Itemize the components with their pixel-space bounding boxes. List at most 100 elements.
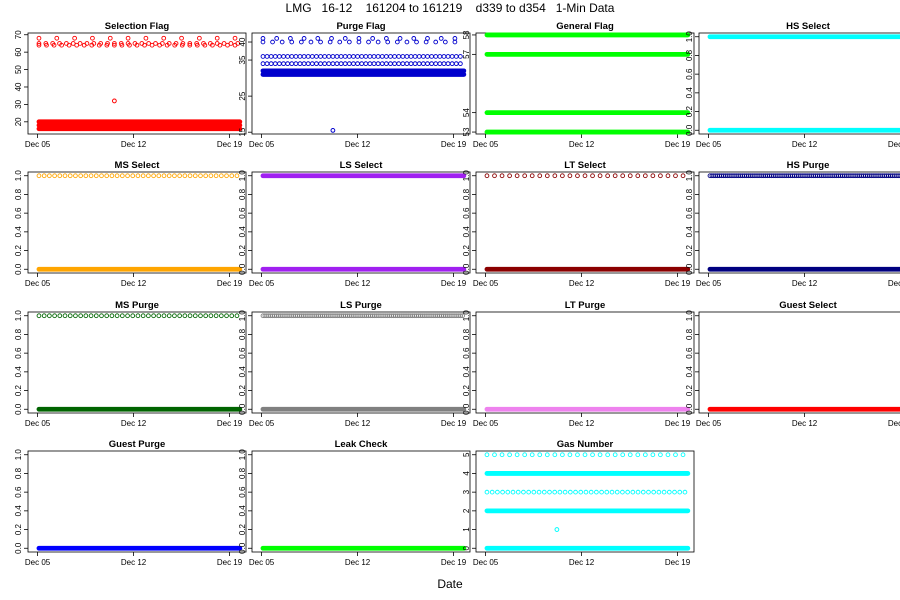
data-point: [537, 452, 543, 458]
data-point: [270, 39, 275, 45]
data-point: [130, 313, 136, 319]
data-point: [146, 173, 151, 179]
data-point: [408, 61, 414, 67]
panel-ls-select: LS Select Dec 05 Dec 12 Dec 19 0.0 0.2 0.4 0.6 0…: [238, 160, 471, 288]
data-point: [560, 173, 565, 179]
data-point: [182, 313, 188, 319]
data-point: [330, 61, 336, 67]
data-point: [299, 39, 304, 45]
data-point: [36, 41, 42, 46]
y-tick-label: 0.4: [238, 366, 247, 378]
panel-title: Gas Number: [557, 439, 614, 450]
data-point: [329, 36, 334, 41]
data-point: [458, 61, 463, 67]
data-point: [229, 313, 235, 319]
panel-guest-select: Guest Select Dec 05 Dec 12 Dec 19 0.0 0.2 0.4 0…: [685, 300, 900, 428]
data-point: [109, 173, 115, 179]
data-point: [83, 173, 89, 179]
points-gas-number: [484, 452, 691, 551]
x-tick-label: Dec 05: [249, 558, 275, 567]
data-point: [437, 61, 443, 67]
plot-frame: [27, 32, 247, 135]
data-point: [531, 489, 537, 495]
data-point: [400, 54, 406, 59]
data-point: [635, 452, 641, 458]
data-point: [367, 54, 373, 59]
y-tick-label: 1.0: [14, 310, 23, 322]
data-point: [438, 36, 444, 41]
data-point: [314, 54, 319, 59]
y-tick-label: 0.0: [238, 263, 247, 275]
data-point: [64, 41, 69, 46]
data-point: [88, 313, 94, 319]
data-point: [363, 54, 369, 59]
data-point: [146, 41, 152, 46]
data-point: [334, 54, 340, 59]
data-point: [557, 489, 563, 495]
points-purge-flag: [260, 36, 467, 133]
y-tick-label: 0.2: [685, 105, 694, 117]
y-tick-label: 2: [462, 508, 471, 513]
data-point: [93, 173, 99, 179]
points-lt-select: [484, 173, 691, 272]
data-point: [62, 313, 68, 319]
data-point: [125, 35, 131, 41]
plot-frame: [27, 311, 247, 414]
data-point: [104, 313, 110, 319]
data-point: [578, 489, 584, 495]
data-point: [521, 489, 526, 495]
data-point: [119, 313, 125, 319]
x-tick-label: Dec 12: [345, 140, 371, 149]
data-point: [599, 489, 604, 495]
data-point-outlier: [554, 527, 560, 532]
data-point: [289, 54, 295, 59]
data-point: [36, 313, 42, 319]
data-point: [529, 173, 535, 179]
y-tick-label: 0.6: [685, 207, 694, 219]
panel-title: MS Purge: [115, 300, 159, 311]
y-tick-label: 0.2: [685, 384, 694, 396]
data-point: [143, 35, 149, 41]
data-point: [630, 489, 636, 495]
y-tick-label: 0.4: [14, 226, 23, 238]
data-point: [575, 173, 580, 179]
data-point: [260, 54, 266, 59]
data-point: [363, 61, 369, 67]
data-point: [355, 61, 360, 67]
data-point: [208, 41, 213, 46]
data-point: [449, 54, 455, 59]
points-ms-select: [36, 173, 243, 272]
data-point: [218, 313, 224, 319]
y-tick-label: 0.8: [238, 467, 247, 479]
data-point: [552, 173, 558, 179]
x-tick-label: Dec 05: [696, 279, 722, 288]
data-point: [318, 61, 323, 67]
plot-frame: [251, 311, 471, 414]
data-point: [672, 489, 677, 495]
panel-title: LT Select: [564, 160, 606, 171]
data-point: [330, 54, 336, 59]
data-point: [192, 313, 198, 319]
data-point: [47, 173, 52, 179]
data-point: [609, 489, 615, 495]
data-point: [452, 36, 458, 41]
data-point: [114, 313, 120, 319]
data-point: [36, 173, 42, 179]
y-tick-label: 0.8: [14, 188, 23, 200]
data-point: [351, 54, 356, 59]
data-point: [484, 173, 490, 179]
data-point: [489, 489, 495, 495]
data-point: [214, 41, 220, 46]
y-tick-label: 0.0: [685, 403, 694, 415]
plot-frame: [251, 32, 471, 135]
y-tick-label: 50: [14, 65, 23, 74]
data-point: [507, 173, 512, 179]
data-point: [445, 61, 451, 67]
data-point: [274, 36, 280, 41]
data-point: [78, 313, 83, 319]
y-tick-label: 1.0: [462, 170, 471, 182]
data-point: [658, 173, 663, 179]
data-point: [366, 39, 371, 45]
data-point: [562, 489, 568, 495]
y-tick-label: 3: [462, 489, 471, 494]
